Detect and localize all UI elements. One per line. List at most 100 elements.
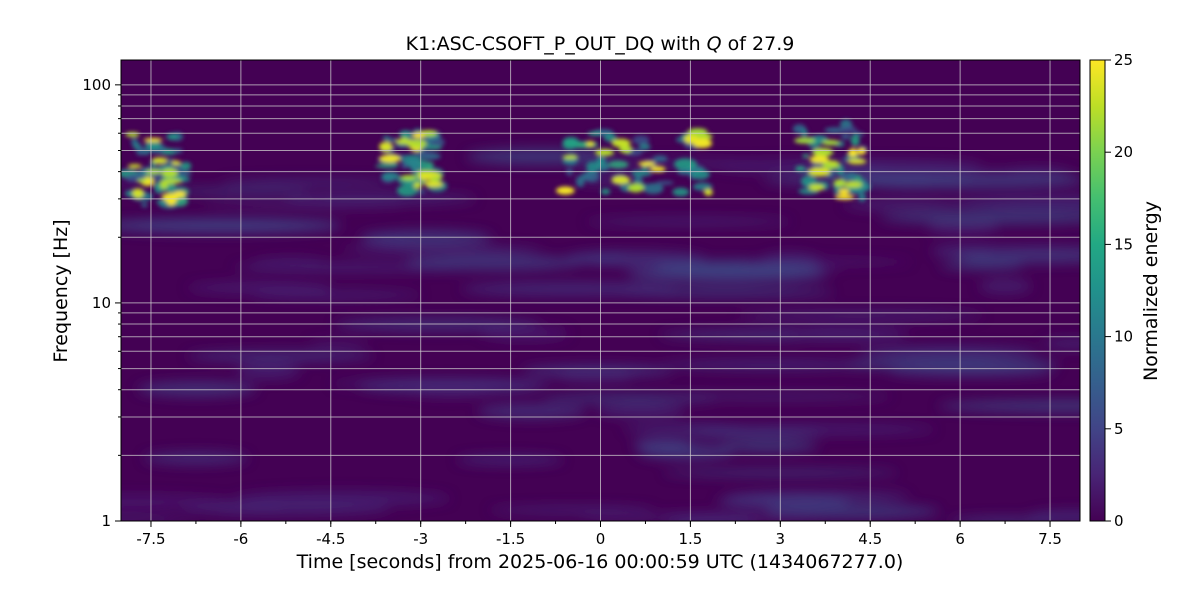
- energy-peak: [161, 168, 178, 178]
- energy-blob: [596, 156, 606, 167]
- energy-peak: [847, 158, 867, 165]
- energy-blob: [846, 172, 857, 182]
- background-band: [564, 251, 706, 266]
- colorbar-tick-label: 20: [1114, 143, 1133, 161]
- energy-blob: [655, 180, 674, 185]
- energy-blob: [858, 192, 867, 202]
- energy-blob: [840, 126, 858, 133]
- energy-blob: [141, 202, 148, 208]
- energy-blob: [652, 155, 668, 163]
- energy-blob: [396, 184, 418, 197]
- energy-peak: [827, 160, 839, 165]
- energy-blob: [166, 133, 178, 141]
- colorbar-gradient: [1089, 59, 1106, 522]
- energy-peak: [586, 140, 595, 147]
- y-axis: 1 10 100: [82, 76, 121, 530]
- energy-peak: [857, 147, 866, 155]
- title-prefix: K1:ASC-CSOFT_P_OUT_DQ with: [406, 33, 707, 55]
- x-tick-label: -6: [233, 530, 248, 548]
- energy-peak: [611, 138, 631, 148]
- x-axis: -7.5 -6 -4.5 -3 -1.5 0 1.5 3 4.5 6 7.5: [136, 521, 1062, 548]
- background-band: [949, 196, 1080, 211]
- background-band: [764, 505, 939, 519]
- energy-event-1: [121, 132, 192, 209]
- energy-peak: [422, 172, 441, 178]
- background-band: [737, 310, 984, 321]
- background-band: [585, 217, 792, 226]
- energy-blob: [584, 170, 600, 183]
- background-band: [203, 200, 403, 209]
- energy-peak: [425, 181, 443, 188]
- energy-blob: [840, 133, 851, 140]
- background-band: [858, 345, 1040, 359]
- background-band: [461, 282, 679, 296]
- energy-blob: [632, 135, 650, 145]
- energy-blob: [692, 182, 713, 191]
- energy-peak: [611, 175, 631, 185]
- background-band: [159, 188, 310, 195]
- x-tick-label: 1.5: [678, 530, 702, 548]
- colorbar-tick-label: 5: [1114, 420, 1124, 438]
- energy-peak: [808, 184, 825, 191]
- y-tick-label: 10: [92, 294, 111, 312]
- background-band: [186, 350, 374, 362]
- energy-blob: [124, 190, 133, 197]
- energy-peak: [379, 154, 401, 163]
- background-band: [684, 430, 823, 438]
- background-band: [979, 278, 1032, 294]
- background-band: [121, 516, 195, 521]
- energy-peak: [412, 132, 426, 138]
- energy-blob: [608, 160, 629, 169]
- energy-peak: [379, 141, 393, 152]
- background-band: [939, 261, 1025, 270]
- energy-blob: [413, 151, 435, 156]
- background-band: [737, 258, 912, 266]
- energy-peak: [843, 181, 863, 188]
- background-band: [121, 218, 342, 230]
- energy-blob: [562, 139, 578, 150]
- energy-blob: [673, 158, 697, 171]
- background-band: [521, 365, 674, 377]
- colorbar-tick-label: 25: [1114, 51, 1133, 69]
- energy-peak: [650, 166, 666, 173]
- energy-peak: [833, 179, 846, 187]
- energy-peak: [166, 195, 177, 206]
- background-band: [137, 381, 257, 397]
- background-band: [843, 199, 959, 211]
- background-band: [578, 513, 825, 521]
- background-band: [236, 362, 301, 379]
- background-band: [308, 340, 369, 347]
- energy-blob: [166, 187, 173, 193]
- energy-blob: [427, 161, 434, 169]
- energy-peak: [821, 139, 840, 146]
- background-band: [342, 244, 543, 256]
- energy-blob: [576, 175, 585, 188]
- background-band: [937, 399, 1080, 413]
- colorbar-label: Normalized energy: [1140, 201, 1162, 381]
- background-band: [406, 384, 497, 397]
- x-tick-label: 3: [776, 530, 786, 548]
- background-band: [595, 404, 686, 418]
- y-tick-label: 1: [101, 512, 111, 530]
- energy-blob: [180, 161, 192, 171]
- energy-peak: [594, 148, 614, 156]
- energy-peak: [152, 157, 168, 164]
- energy-blob: [131, 137, 139, 146]
- background-band: [466, 148, 617, 165]
- chart-title: K1:ASC-CSOFT_P_OUT_DQ with Q of 27.9: [406, 33, 795, 55]
- background-band: [143, 451, 249, 465]
- energy-peak: [413, 181, 422, 189]
- x-tick-label: -3: [413, 530, 428, 548]
- background-band: [659, 392, 892, 400]
- energy-events: [121, 119, 871, 209]
- energy-event-2: [375, 128, 448, 197]
- y-axis-label: Frequency [Hz]: [50, 219, 72, 362]
- energy-peak: [400, 174, 418, 181]
- energy-blob: [638, 143, 651, 151]
- energy-blob: [631, 169, 653, 177]
- energy-peak: [692, 138, 713, 149]
- x-tick-label: 4.5: [858, 530, 882, 548]
- background-band: [187, 281, 332, 294]
- background-band: [879, 211, 1080, 224]
- colorbar-tick-label: 0: [1114, 512, 1124, 530]
